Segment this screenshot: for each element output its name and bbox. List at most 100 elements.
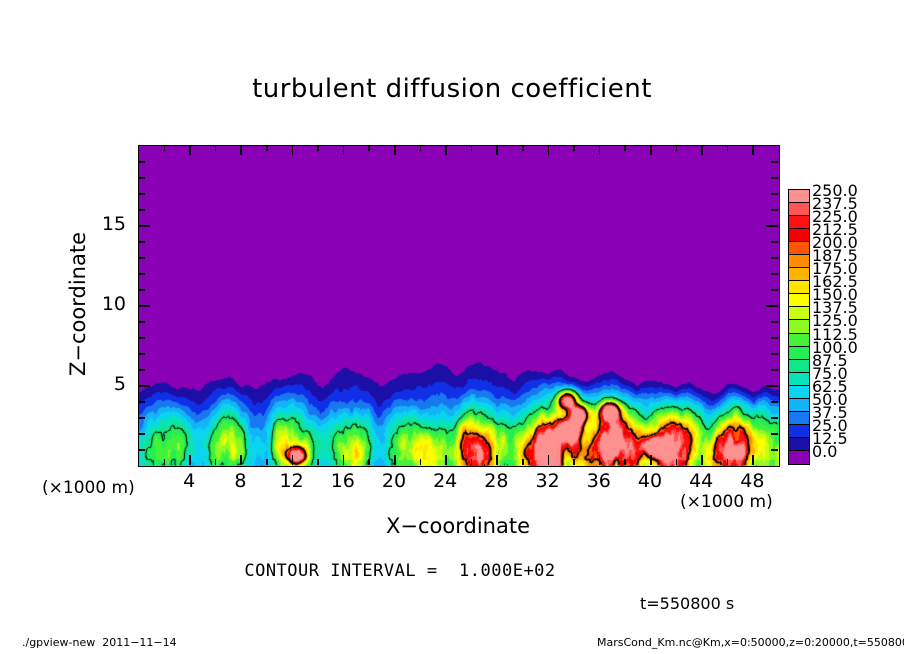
tick-mark (214, 459, 217, 465)
tick-mark (522, 459, 524, 465)
tick-mark (138, 369, 145, 371)
tick-mark (573, 145, 575, 151)
colorbar-tick-label: 237.5 (812, 194, 858, 214)
colorbar-tick-label: 137.5 (812, 298, 858, 318)
tick-mark (138, 289, 145, 291)
tick-mark (573, 459, 575, 465)
tick-mark (291, 145, 294, 155)
tick-mark (138, 417, 145, 419)
tick-mark (766, 305, 778, 307)
x-tick-label: 16 (330, 470, 355, 492)
colorbar-tick-label: 125.0 (812, 311, 858, 331)
tick-mark (522, 145, 524, 151)
tick-mark (138, 257, 145, 259)
tick-mark (470, 145, 473, 151)
tick-mark (138, 241, 145, 243)
tick-mark (138, 273, 145, 275)
tick-mark (675, 145, 678, 151)
tick-mark (771, 209, 778, 211)
tick-mark (701, 145, 703, 155)
colorbar-band (789, 307, 809, 321)
tick-mark (138, 353, 145, 355)
colorbar-band (789, 190, 809, 204)
tick-mark (771, 369, 778, 371)
tick-mark (771, 241, 778, 243)
colorbar (788, 189, 810, 465)
y-axis-label: Z−coordinate (66, 232, 90, 376)
x-tick-label: 28 (484, 470, 509, 492)
colorbar-tick-label: 25.0 (812, 415, 848, 435)
tick-mark (771, 449, 778, 451)
x-axis-unit: (×1000 m) (680, 492, 773, 512)
colorbar-tick-label: 212.5 (812, 220, 858, 240)
tick-mark (394, 455, 396, 465)
tick-mark (368, 145, 370, 151)
colorbar-band (789, 346, 809, 360)
tick-mark (317, 459, 319, 465)
colorbar-tick-label: 162.5 (812, 272, 858, 292)
tick-mark (771, 433, 778, 435)
tick-mark (138, 305, 150, 307)
colorbar-tick-label: 250.0 (812, 181, 858, 200)
tick-mark (138, 209, 145, 211)
tick-mark (496, 455, 498, 465)
colorbar-tick-label: 200.0 (812, 233, 858, 253)
tick-mark (598, 145, 601, 155)
x-tick-label: 12 (279, 470, 304, 492)
tick-mark (240, 455, 242, 465)
page-title: turbulent diffusion coefficient (252, 74, 652, 104)
tick-mark (771, 273, 778, 275)
colorbar-tick-label: 175.0 (812, 259, 858, 279)
tick-mark (163, 145, 166, 151)
colorbar-band (789, 333, 809, 347)
tick-mark (419, 145, 422, 151)
tick-mark (138, 401, 145, 403)
tick-mark (138, 193, 145, 195)
footer-source: MarsCond_Km.nc@Km,x=0:50000,z=0:20000,t=… (597, 636, 904, 649)
tick-mark (624, 459, 626, 465)
tick-mark (771, 417, 778, 419)
tick-mark (138, 433, 145, 435)
tick-mark (189, 455, 191, 465)
tick-mark (726, 145, 729, 151)
tick-mark (445, 145, 447, 155)
tick-mark (726, 459, 729, 465)
tick-mark (138, 337, 145, 339)
tick-mark (752, 455, 754, 465)
colorbar-tick-label: 0.0 (812, 441, 838, 461)
y-tick-label: 15 (101, 213, 126, 235)
x-tick-label: 24 (433, 470, 458, 492)
x-tick-label: 36 (586, 470, 611, 492)
tick-mark (752, 145, 754, 155)
tick-mark (138, 449, 145, 451)
colorbar-tick-label: 12.5 (812, 428, 848, 448)
tick-mark (771, 177, 778, 179)
tick-mark (445, 455, 447, 465)
tick-mark (650, 145, 652, 155)
tick-mark (547, 455, 550, 465)
z-axis-unit: (×1000 m) (42, 478, 135, 498)
tick-mark (394, 145, 396, 155)
colorbar-band (789, 255, 809, 269)
x-tick-label: 8 (234, 470, 247, 492)
colorbar-band (789, 359, 809, 373)
colorbar-band (789, 268, 809, 282)
colorbar-tick-label: 87.5 (812, 350, 848, 370)
tick-mark (771, 289, 778, 291)
tick-mark (342, 455, 345, 465)
tick-mark (189, 145, 191, 155)
tick-mark (624, 145, 626, 151)
tick-mark (266, 459, 268, 465)
y-tick-label: 5 (113, 373, 126, 395)
x-tick-label: 40 (637, 470, 663, 492)
tick-mark (419, 459, 422, 465)
tick-mark (240, 145, 242, 155)
tick-mark (138, 177, 145, 179)
tick-mark (214, 145, 217, 151)
y-tick-label: 10 (101, 293, 126, 315)
tick-mark (368, 459, 370, 465)
tick-mark (163, 459, 166, 465)
x-tick-label: 20 (381, 470, 407, 492)
colorbar-band (789, 372, 809, 386)
tick-mark (470, 459, 473, 465)
